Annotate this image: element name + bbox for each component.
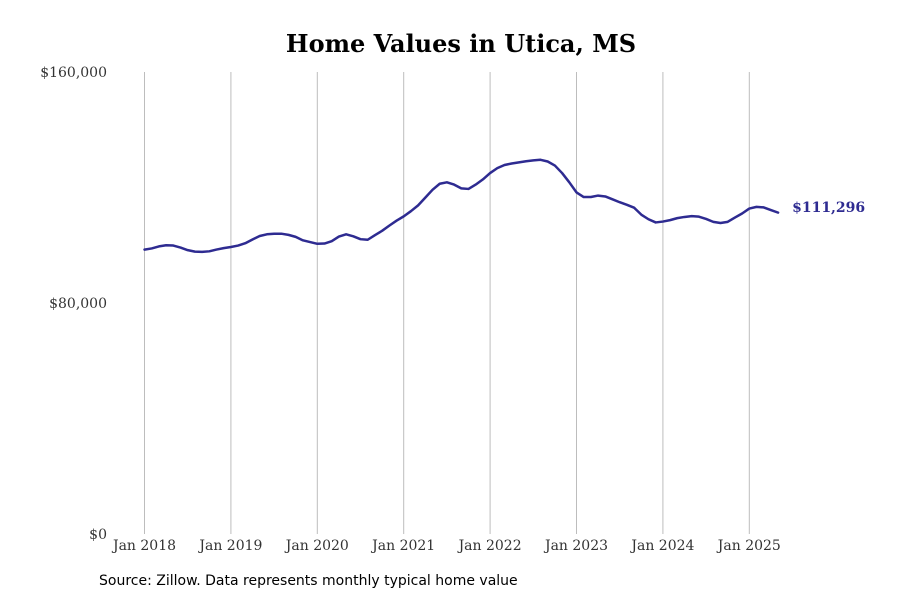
x-tick-label: Jan 2018 [111,538,176,554]
source-note: Source: Zillow. Data represents monthly … [99,573,518,589]
x-tick-label: Jan 2019 [197,538,262,554]
x-gridlines [144,72,750,534]
y-tick-label: $0 [89,527,107,543]
series-line [143,158,780,254]
x-tick-label: Jan 2021 [370,538,435,554]
x-axis-tick-labels: Jan 2018 Jan 2019 Jan 2020 Jan 2021 Jan 2022… [111,538,781,554]
chart-title: Home Values in Utica, MS [286,29,636,58]
y-tick-label: $160,000 [40,65,107,81]
y-axis-tick-labels: $0 $80,000 $160,000 [40,65,107,543]
x-tick-label: Jan 2022 [457,538,522,554]
series-group: $111,296 [143,158,865,254]
x-tick-label: Jan 2023 [543,538,608,554]
x-tick-label: Jan 2024 [629,538,694,554]
y-tick-label: $80,000 [49,296,107,312]
end-value-label: $111,296 [792,200,865,216]
x-tick-label: Jan 2025 [716,538,781,554]
x-tick-label: Jan 2020 [284,538,349,554]
